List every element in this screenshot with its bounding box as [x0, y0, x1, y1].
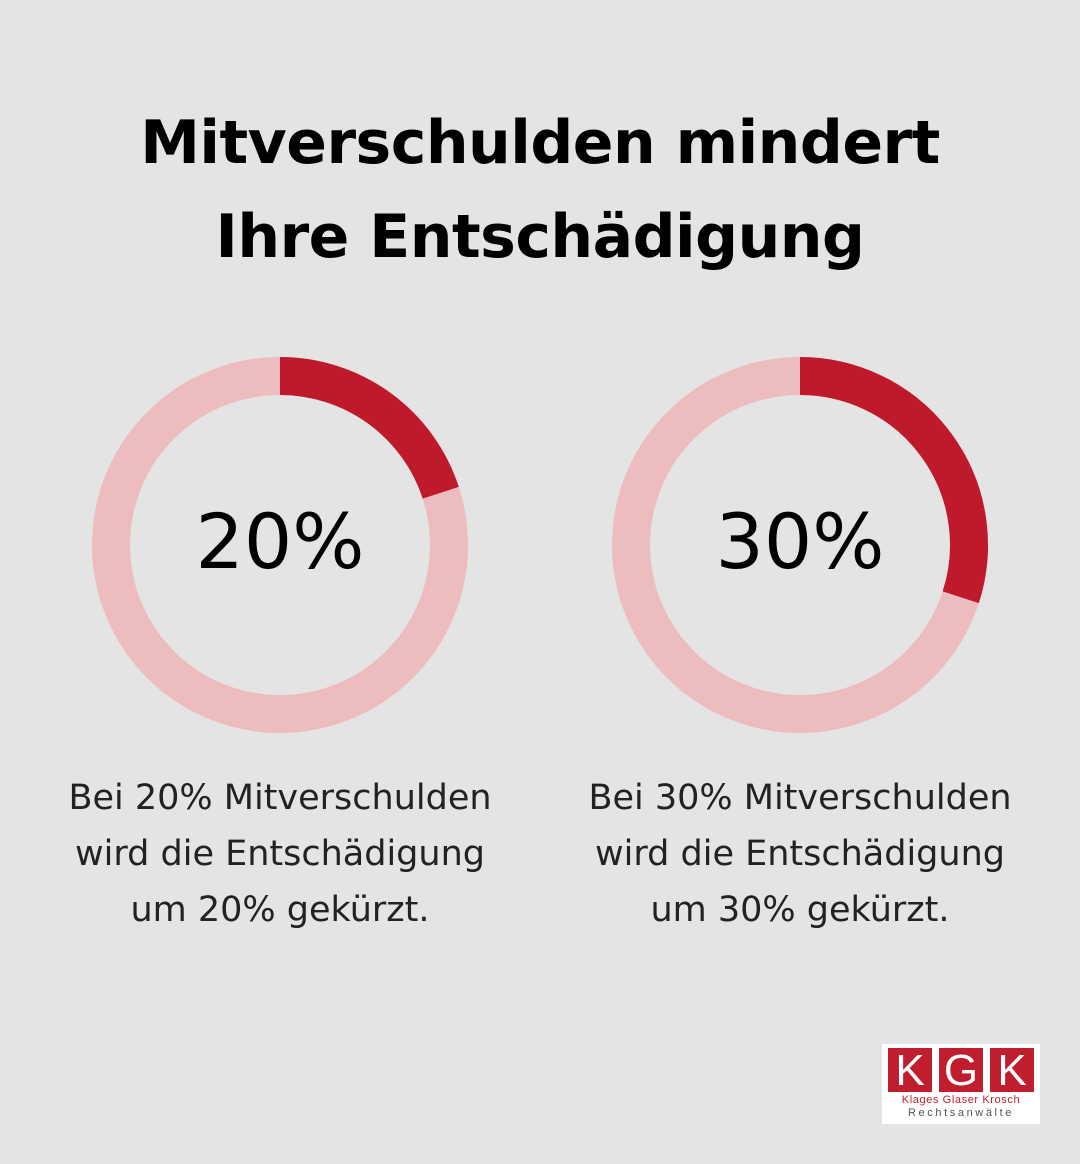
- logo-letter: G: [939, 1048, 983, 1094]
- kgk-logo: K G K Klages Glaser Krosch Rechtsanwälte: [882, 1044, 1040, 1124]
- donut-chart-30: 30%: [610, 355, 990, 735]
- page-title: Mitverschulden mindert Ihre Entschädigun…: [0, 96, 1080, 284]
- donut-chart-20: 20%: [90, 355, 470, 735]
- donut-center-label: 20%: [195, 496, 365, 586]
- logo-letter: K: [888, 1048, 932, 1094]
- description-line: wird die Entschädigung: [75, 834, 485, 874]
- description-line: um 20% gekürzt.: [130, 890, 430, 930]
- logo-letters: K G K: [888, 1048, 1034, 1094]
- title-line-1: Mitverschulden mindert: [140, 108, 940, 178]
- description-line: um 30% gekürzt.: [650, 890, 950, 930]
- logo-subtitle: Rechtsanwälte: [908, 1107, 1014, 1119]
- donut-center-label: 30%: [715, 496, 885, 586]
- description-line: Bei 20% Mitverschulden: [68, 778, 492, 818]
- donut-svg: [612, 357, 988, 733]
- description-line: Bei 30% Mitverschulden: [588, 778, 1012, 818]
- description-20: Bei 20% Mitverschulden wird die Entschäd…: [40, 770, 520, 938]
- logo-letter: K: [990, 1048, 1034, 1094]
- donut-svg: [92, 357, 468, 733]
- description-line: wird die Entschädigung: [595, 834, 1005, 874]
- title-line-2: Ihre Entschädigung: [215, 202, 865, 272]
- donut-value-arc: [279, 357, 459, 500]
- description-30: Bei 30% Mitverschulden wird die Entschäd…: [560, 770, 1040, 938]
- logo-firm-names: Klages Glaser Krosch: [901, 1094, 1021, 1106]
- donut-value-arc: [799, 357, 988, 604]
